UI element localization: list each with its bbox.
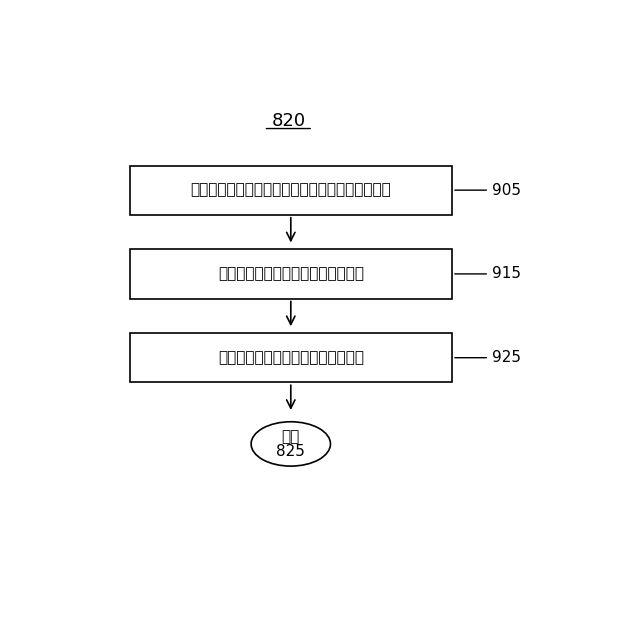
Text: 電気機器の登録を求める要求を受信: 電気機器の登録を求める要求を受信 [218, 266, 364, 282]
Text: 915: 915 [492, 266, 521, 282]
Text: 電気機器の登録を求める要求を処理: 電気機器の登録を求める要求を処理 [218, 350, 364, 365]
FancyBboxPatch shape [129, 166, 452, 215]
FancyBboxPatch shape [129, 249, 452, 298]
FancyBboxPatch shape [129, 333, 452, 382]
Text: 動作: 動作 [282, 429, 300, 445]
Text: 電気機器の登録を求める要求を登録サーバに伝達: 電気機器の登録を求める要求を登録サーバに伝達 [191, 182, 391, 198]
Text: 820: 820 [271, 112, 305, 130]
Ellipse shape [251, 422, 330, 466]
Text: 825: 825 [276, 444, 305, 460]
Text: 925: 925 [492, 350, 521, 365]
Text: 905: 905 [492, 182, 521, 198]
